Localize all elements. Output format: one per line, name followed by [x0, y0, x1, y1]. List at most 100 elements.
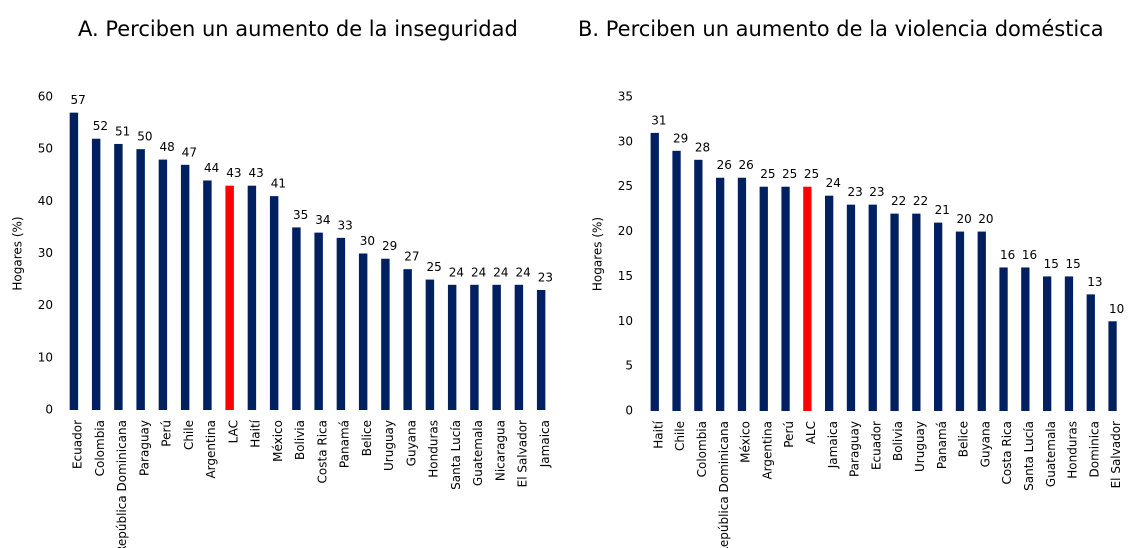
chart-title: B. Perciben un aumento de la violencia d… — [578, 17, 1104, 41]
bar — [203, 180, 212, 410]
x-tick-label: Nicaragua — [493, 420, 507, 481]
bar — [470, 284, 479, 410]
value-label: 25 — [426, 260, 441, 274]
value-label: 16 — [1000, 248, 1015, 262]
bar — [114, 143, 123, 410]
value-label: 26 — [738, 158, 753, 172]
x-tick-label: LAC — [226, 420, 240, 443]
bar — [803, 186, 812, 411]
y-tick-label: 20 — [618, 224, 633, 238]
value-label: 33 — [337, 218, 352, 232]
y-tick-label: 15 — [618, 269, 633, 283]
x-tick-label: Colombia — [93, 420, 107, 476]
y-tick-label: 5 — [625, 359, 633, 373]
bar — [759, 186, 768, 411]
value-label: 24 — [515, 265, 530, 279]
x-tick-label: Chile — [182, 420, 196, 450]
y-tick-label: 0 — [625, 404, 633, 418]
x-tick-label: Panamá — [935, 421, 949, 469]
value-label: 15 — [1044, 257, 1059, 271]
x-tick-label: Belice — [360, 420, 374, 456]
chart-title: A. Perciben un aumento de la inseguridad — [78, 17, 518, 41]
x-tick-label: Honduras — [1066, 421, 1080, 479]
value-label: 48 — [159, 140, 174, 154]
bar — [225, 185, 234, 410]
value-label: 25 — [760, 167, 775, 181]
bar — [403, 269, 412, 410]
y-tick-label: 40 — [38, 194, 53, 208]
bar — [650, 132, 659, 411]
x-tick-label: Jamaica — [538, 420, 552, 468]
bar — [447, 284, 457, 410]
bar — [672, 150, 681, 412]
bar — [1064, 276, 1074, 411]
bar — [781, 186, 790, 411]
x-tick-label: Paraguay — [137, 420, 151, 476]
x-tick-label: Uruguay — [913, 421, 927, 472]
value-label: 22 — [891, 194, 906, 208]
bar — [999, 267, 1008, 411]
x-tick-label: Bolivia — [891, 421, 905, 461]
value-label: 24 — [493, 265, 508, 279]
x-tick-label: Guyana — [978, 421, 992, 467]
value-label: 10 — [1109, 302, 1124, 316]
bar — [425, 279, 435, 410]
value-label: 24 — [471, 265, 486, 279]
bar — [269, 196, 279, 410]
value-label: 22 — [913, 194, 928, 208]
value-label: 15 — [1065, 257, 1080, 271]
x-tick-label: El Salvador — [1109, 421, 1123, 488]
x-tick-label: Haití — [249, 419, 263, 447]
bar — [1108, 321, 1117, 411]
y-axis-label: Hogares (%) — [591, 217, 605, 291]
x-tick-label: Argentina — [760, 421, 774, 480]
x-tick-label: Guatemala — [1044, 421, 1058, 487]
value-label: 35 — [293, 208, 308, 222]
value-label: 41 — [271, 177, 286, 191]
value-label: 31 — [651, 113, 666, 127]
bar — [825, 195, 834, 411]
value-label: 24 — [826, 176, 841, 190]
bar — [180, 164, 190, 410]
y-tick-label: 50 — [38, 142, 53, 156]
bar — [716, 177, 725, 411]
bar — [1043, 276, 1052, 411]
bar — [336, 237, 346, 410]
bar — [955, 231, 965, 411]
x-tick-label: Costa Rica — [1000, 421, 1014, 484]
x-tick-label: Santa Lucía — [449, 420, 463, 490]
value-label: 23 — [869, 185, 884, 199]
value-label: 27 — [404, 250, 419, 264]
y-axis-label: Hogares (%) — [11, 216, 25, 290]
value-label: 34 — [315, 213, 330, 227]
value-label: 21 — [935, 203, 950, 217]
x-tick-label: ALC — [804, 421, 818, 444]
bar — [977, 231, 986, 411]
bar — [292, 227, 301, 410]
y-tick-label: 30 — [618, 134, 633, 148]
x-tick-label: Guatemala — [471, 420, 485, 486]
x-tick-label: Belice — [957, 421, 971, 457]
x-tick-label: Panamá — [338, 420, 352, 468]
x-tick-label: Jamaica — [826, 421, 840, 469]
bar — [890, 213, 899, 411]
value-label: 50 — [137, 130, 152, 144]
x-tick-label: Chile — [673, 421, 687, 451]
bar — [868, 204, 877, 411]
value-label: 25 — [782, 167, 797, 181]
value-label: 29 — [382, 239, 397, 253]
bar — [358, 253, 368, 410]
bar — [1021, 267, 1030, 411]
bar — [1086, 294, 1095, 411]
bar — [69, 112, 79, 411]
x-tick-label: Ecuador — [869, 421, 883, 470]
value-label: 30 — [360, 234, 375, 248]
x-tick-label: Colombia — [695, 421, 709, 477]
x-tick-label: Guyana — [404, 420, 418, 466]
value-label: 24 — [449, 265, 464, 279]
x-tick-label: Paraguay — [848, 421, 862, 477]
x-tick-label: Costa Rica — [315, 420, 329, 483]
bar — [158, 159, 168, 410]
x-tick-label: Dominica — [1087, 421, 1101, 478]
